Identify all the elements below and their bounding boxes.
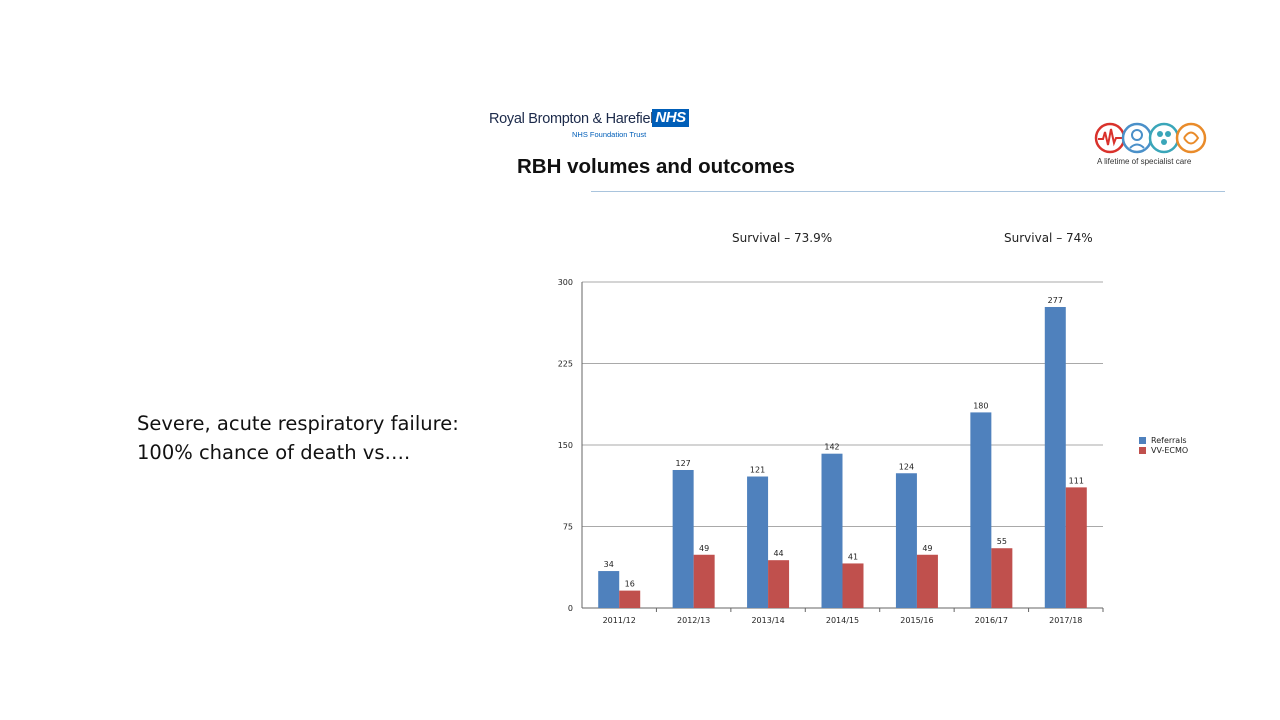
y-tick-label: 300 (558, 278, 573, 287)
legend-item: VV-ECMO (1139, 445, 1188, 455)
tagline: A lifetime of specialist care (1097, 157, 1192, 166)
y-tick-label: 75 (563, 523, 573, 532)
trust-logo: Royal Brompton & Harefield NHS NHS Found… (489, 108, 699, 142)
y-tick-label: 0 (568, 604, 573, 613)
legend-label: Referrals (1151, 435, 1187, 445)
data-label: 111 (1069, 476, 1084, 485)
data-label: 127 (676, 459, 691, 468)
data-label: 49 (699, 544, 709, 553)
data-label: 277 (1048, 296, 1063, 305)
lifetime-logo-icon (1094, 122, 1207, 154)
legend-swatch (1139, 446, 1146, 454)
bar-vv-ecmo (991, 548, 1013, 608)
data-label: 49 (922, 544, 932, 553)
bar-referrals (895, 473, 917, 608)
data-label: 121 (750, 466, 765, 475)
title-divider (591, 191, 1225, 192)
x-tick-label: 2014/15 (826, 616, 859, 625)
trust-name: Royal Brompton & Harefield (489, 111, 661, 127)
legend-swatch (1139, 436, 1146, 444)
bar-referrals (598, 571, 620, 608)
legend-label: VV-ECMO (1151, 445, 1189, 455)
slide-title: RBH volumes and outcomes (517, 155, 795, 178)
lifetime-logo: A lifetime of specialist care (1092, 121, 1212, 171)
bar-referrals (672, 469, 694, 608)
x-tick-label: 2017/18 (1049, 616, 1082, 625)
trust-subtitle: NHS Foundation Trust (572, 130, 647, 139)
survival-annotation-1: Survival – 73.9% (732, 231, 833, 245)
bar-chart: 0 75 150 225 300 34 16 2011/12 127 49 2012/13 121 44… (558, 278, 1104, 625)
x-tick-label: 2013/14 (751, 616, 784, 625)
body-line-1: Severe, acute respiratory failure: (137, 412, 459, 435)
survival-annotation-2: Survival – 74% (1004, 231, 1093, 245)
x-tick-label: 2016/17 (975, 616, 1008, 625)
bar-referrals (1044, 306, 1066, 608)
data-label: 142 (824, 443, 839, 452)
x-tick-label: 2012/13 (677, 616, 710, 625)
bar-vv-ecmo (619, 590, 641, 608)
data-label: 41 (848, 552, 858, 561)
legend-item: Referrals (1139, 435, 1188, 445)
body-text: Severe, acute respiratory failure: 100% … (137, 409, 459, 467)
data-label: 55 (997, 537, 1007, 546)
data-label: 44 (773, 549, 783, 558)
data-label: 16 (625, 580, 635, 589)
bar-vv-ecmo (916, 554, 938, 608)
y-tick-label: 225 (558, 360, 573, 369)
data-label: 124 (899, 462, 914, 471)
nhs-badge: NHS (652, 109, 689, 127)
bar-vv-ecmo (842, 563, 864, 608)
bar-referrals (821, 453, 843, 608)
body-line-2: 100% chance of death vs…. (137, 441, 411, 464)
bar-vv-ecmo (693, 554, 715, 608)
bar-vv-ecmo (1065, 487, 1087, 608)
data-label: 180 (973, 401, 988, 410)
chart-legend: Referrals VV-ECMO (1139, 435, 1188, 455)
bar-referrals (970, 412, 992, 608)
x-tick-label: 2015/16 (900, 616, 933, 625)
bar-referrals (747, 476, 769, 608)
y-tick-label: 150 (558, 441, 573, 450)
bar-vv-ecmo (768, 560, 790, 608)
x-tick-label: 2011/12 (603, 616, 636, 625)
data-label: 34 (604, 560, 614, 569)
